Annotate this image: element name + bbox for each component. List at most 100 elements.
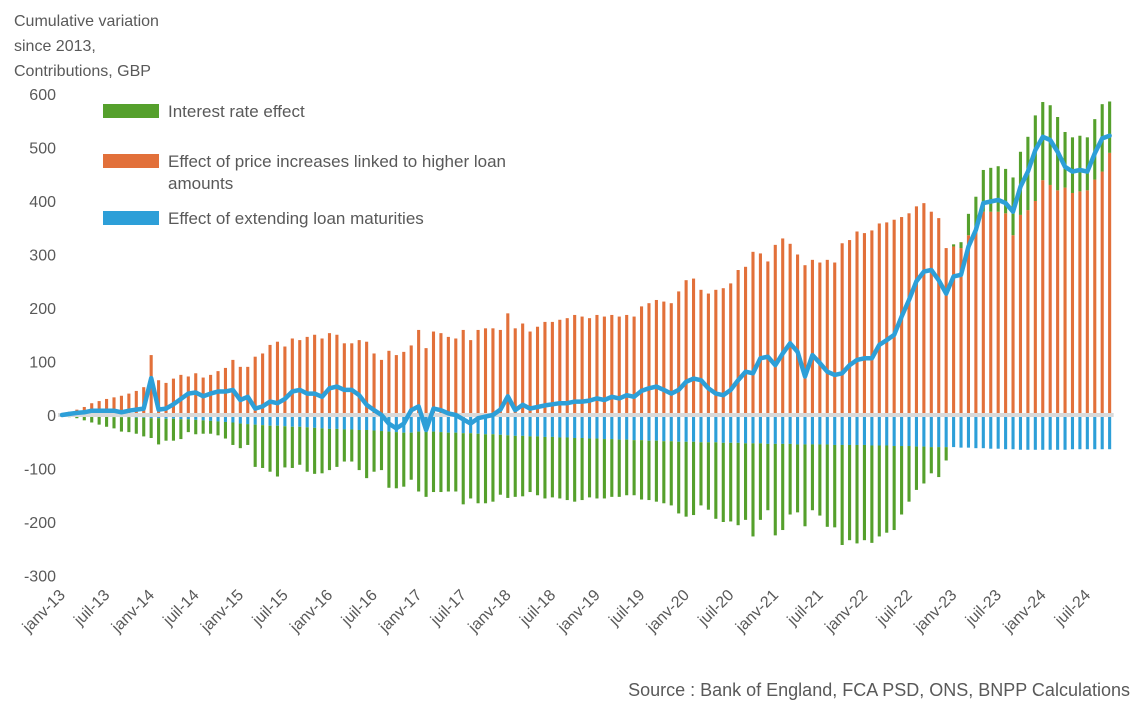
bar-segment-maturities: [1078, 415, 1082, 450]
bar-segment-maturities: [1033, 415, 1037, 450]
bar-segment-price: [528, 331, 532, 415]
bar-segment-price: [877, 223, 881, 415]
bar-segment-price: [610, 314, 614, 415]
bar-segment-maturities: [699, 415, 703, 443]
bar-segment-interest: [142, 417, 146, 437]
source-caption: Source : Bank of England, FCA PSD, ONS, …: [628, 680, 1130, 700]
bar-segment-maturities: [521, 415, 525, 436]
bar-segment-price: [1011, 235, 1015, 415]
bar-segment-price: [394, 355, 398, 415]
bar-segment-maturities: [796, 415, 800, 445]
chart-title: Cumulative variation since 2013, Contrib…: [14, 10, 159, 84]
bar-segment-interest: [803, 444, 807, 527]
bar-segment-price: [654, 299, 658, 415]
bar-segment-price: [1033, 201, 1037, 415]
bar-segment-interest: [461, 433, 465, 505]
bar-segment-price: [238, 366, 242, 415]
bar-segment-interest: [357, 429, 361, 471]
bar-segment-price: [246, 366, 250, 415]
chart-title-line3: Contributions, GBP: [14, 62, 151, 80]
bar-segment-price: [966, 235, 971, 415]
bar-segment-maturities: [1085, 415, 1089, 450]
bar-segment-maturities: [855, 415, 859, 445]
bar-segment-interest: [1070, 137, 1075, 193]
x-tick-label: juil-15: [249, 587, 292, 630]
bar-segment-price: [543, 321, 547, 415]
y-tick-label: 500: [29, 141, 56, 158]
bar-segment-maturities: [1018, 415, 1023, 450]
x-tick-label: juil-16: [338, 587, 381, 630]
bar-segment-price: [342, 343, 346, 415]
x-tick-label: janv-14: [108, 587, 158, 637]
y-tick-label: -300: [24, 569, 56, 586]
bar-segment-interest: [454, 432, 458, 492]
bar-segment-maturities: [298, 415, 302, 427]
bar-segment-interest: [402, 432, 406, 487]
bar-segment-interest: [617, 439, 621, 497]
bar-segment-maturities: [238, 415, 242, 424]
bar-segment-interest: [892, 446, 896, 531]
bar-segment-interest: [1004, 168, 1008, 214]
bar-segment-price: [535, 326, 540, 415]
bar-segment-interest: [335, 428, 339, 467]
bar-segment-maturities: [491, 415, 495, 435]
bar-segment-maturities: [1063, 415, 1067, 450]
bar-segment-price: [573, 314, 577, 415]
bar-segment-maturities: [1048, 415, 1052, 450]
bar-segment-maturities: [803, 415, 807, 445]
bar-segment-maturities: [840, 415, 844, 445]
bar-segment-maturities: [253, 415, 257, 425]
bar-segment-maturities: [714, 415, 718, 443]
legend-item-price-increases: Effect of price increases linked to high…: [103, 151, 583, 194]
bar-segment-maturities: [766, 415, 770, 444]
bar-segment-maturities: [610, 415, 614, 440]
bar-segment-price: [833, 262, 837, 415]
bar-segment-interest: [587, 438, 592, 498]
bar-segment-price: [580, 316, 584, 415]
bar-segment-price: [97, 401, 101, 415]
bar-segment-maturities: [721, 415, 725, 443]
bar-segment-interest: [305, 427, 309, 472]
bar-segment-price: [409, 345, 413, 415]
bar-segment-price: [803, 265, 807, 415]
legend-item-loan-maturities: Effect of extending loan maturities: [103, 208, 583, 229]
bar-segment-maturities: [483, 415, 488, 435]
y-tick-label: 100: [29, 355, 56, 372]
bar-segment-interest: [157, 418, 161, 445]
y-tick-label: 300: [29, 248, 56, 265]
bar-segment-price: [751, 251, 755, 415]
bar-segment-price: [639, 306, 644, 415]
bar-segment-maturities: [186, 415, 190, 420]
bar-segment-maturities: [744, 415, 748, 444]
bar-segment-maturities: [937, 415, 941, 448]
bar-segment-price: [164, 382, 168, 415]
bar-segment-price: [684, 280, 688, 415]
bar-segment-maturities: [580, 415, 584, 439]
bar-segment-interest: [736, 442, 740, 526]
bar-segment-price: [1026, 210, 1030, 415]
bar-segment-interest: [558, 437, 562, 499]
bar-segment-price: [290, 338, 294, 415]
bar-segment-interest: [766, 443, 770, 511]
bar-segment-maturities: [313, 415, 317, 428]
bar-segment-price: [862, 233, 866, 415]
bar-segment-interest: [127, 417, 131, 433]
bar-segment-maturities: [989, 415, 993, 449]
bar-segment-interest: [201, 420, 205, 434]
bar-segment-interest: [788, 443, 792, 515]
bar-segment-price: [112, 397, 116, 415]
bar-segment-price: [1078, 191, 1082, 415]
bar-segment-price: [706, 293, 710, 415]
bar-segment-price: [632, 316, 636, 415]
bar-segment-interest: [996, 166, 1000, 212]
bar-segment-maturities: [1093, 415, 1097, 450]
bar-segment-price: [283, 346, 287, 415]
bar-segment-maturities: [833, 415, 837, 445]
bar-segment-interest: [966, 213, 971, 236]
bar-segment-interest: [669, 441, 673, 506]
bar-segment-interest: [952, 244, 956, 247]
bar-segment-interest: [350, 429, 354, 462]
bar-segment-maturities: [535, 415, 540, 437]
bar-segment-price: [1048, 184, 1052, 415]
bar-segment-interest: [885, 445, 889, 533]
